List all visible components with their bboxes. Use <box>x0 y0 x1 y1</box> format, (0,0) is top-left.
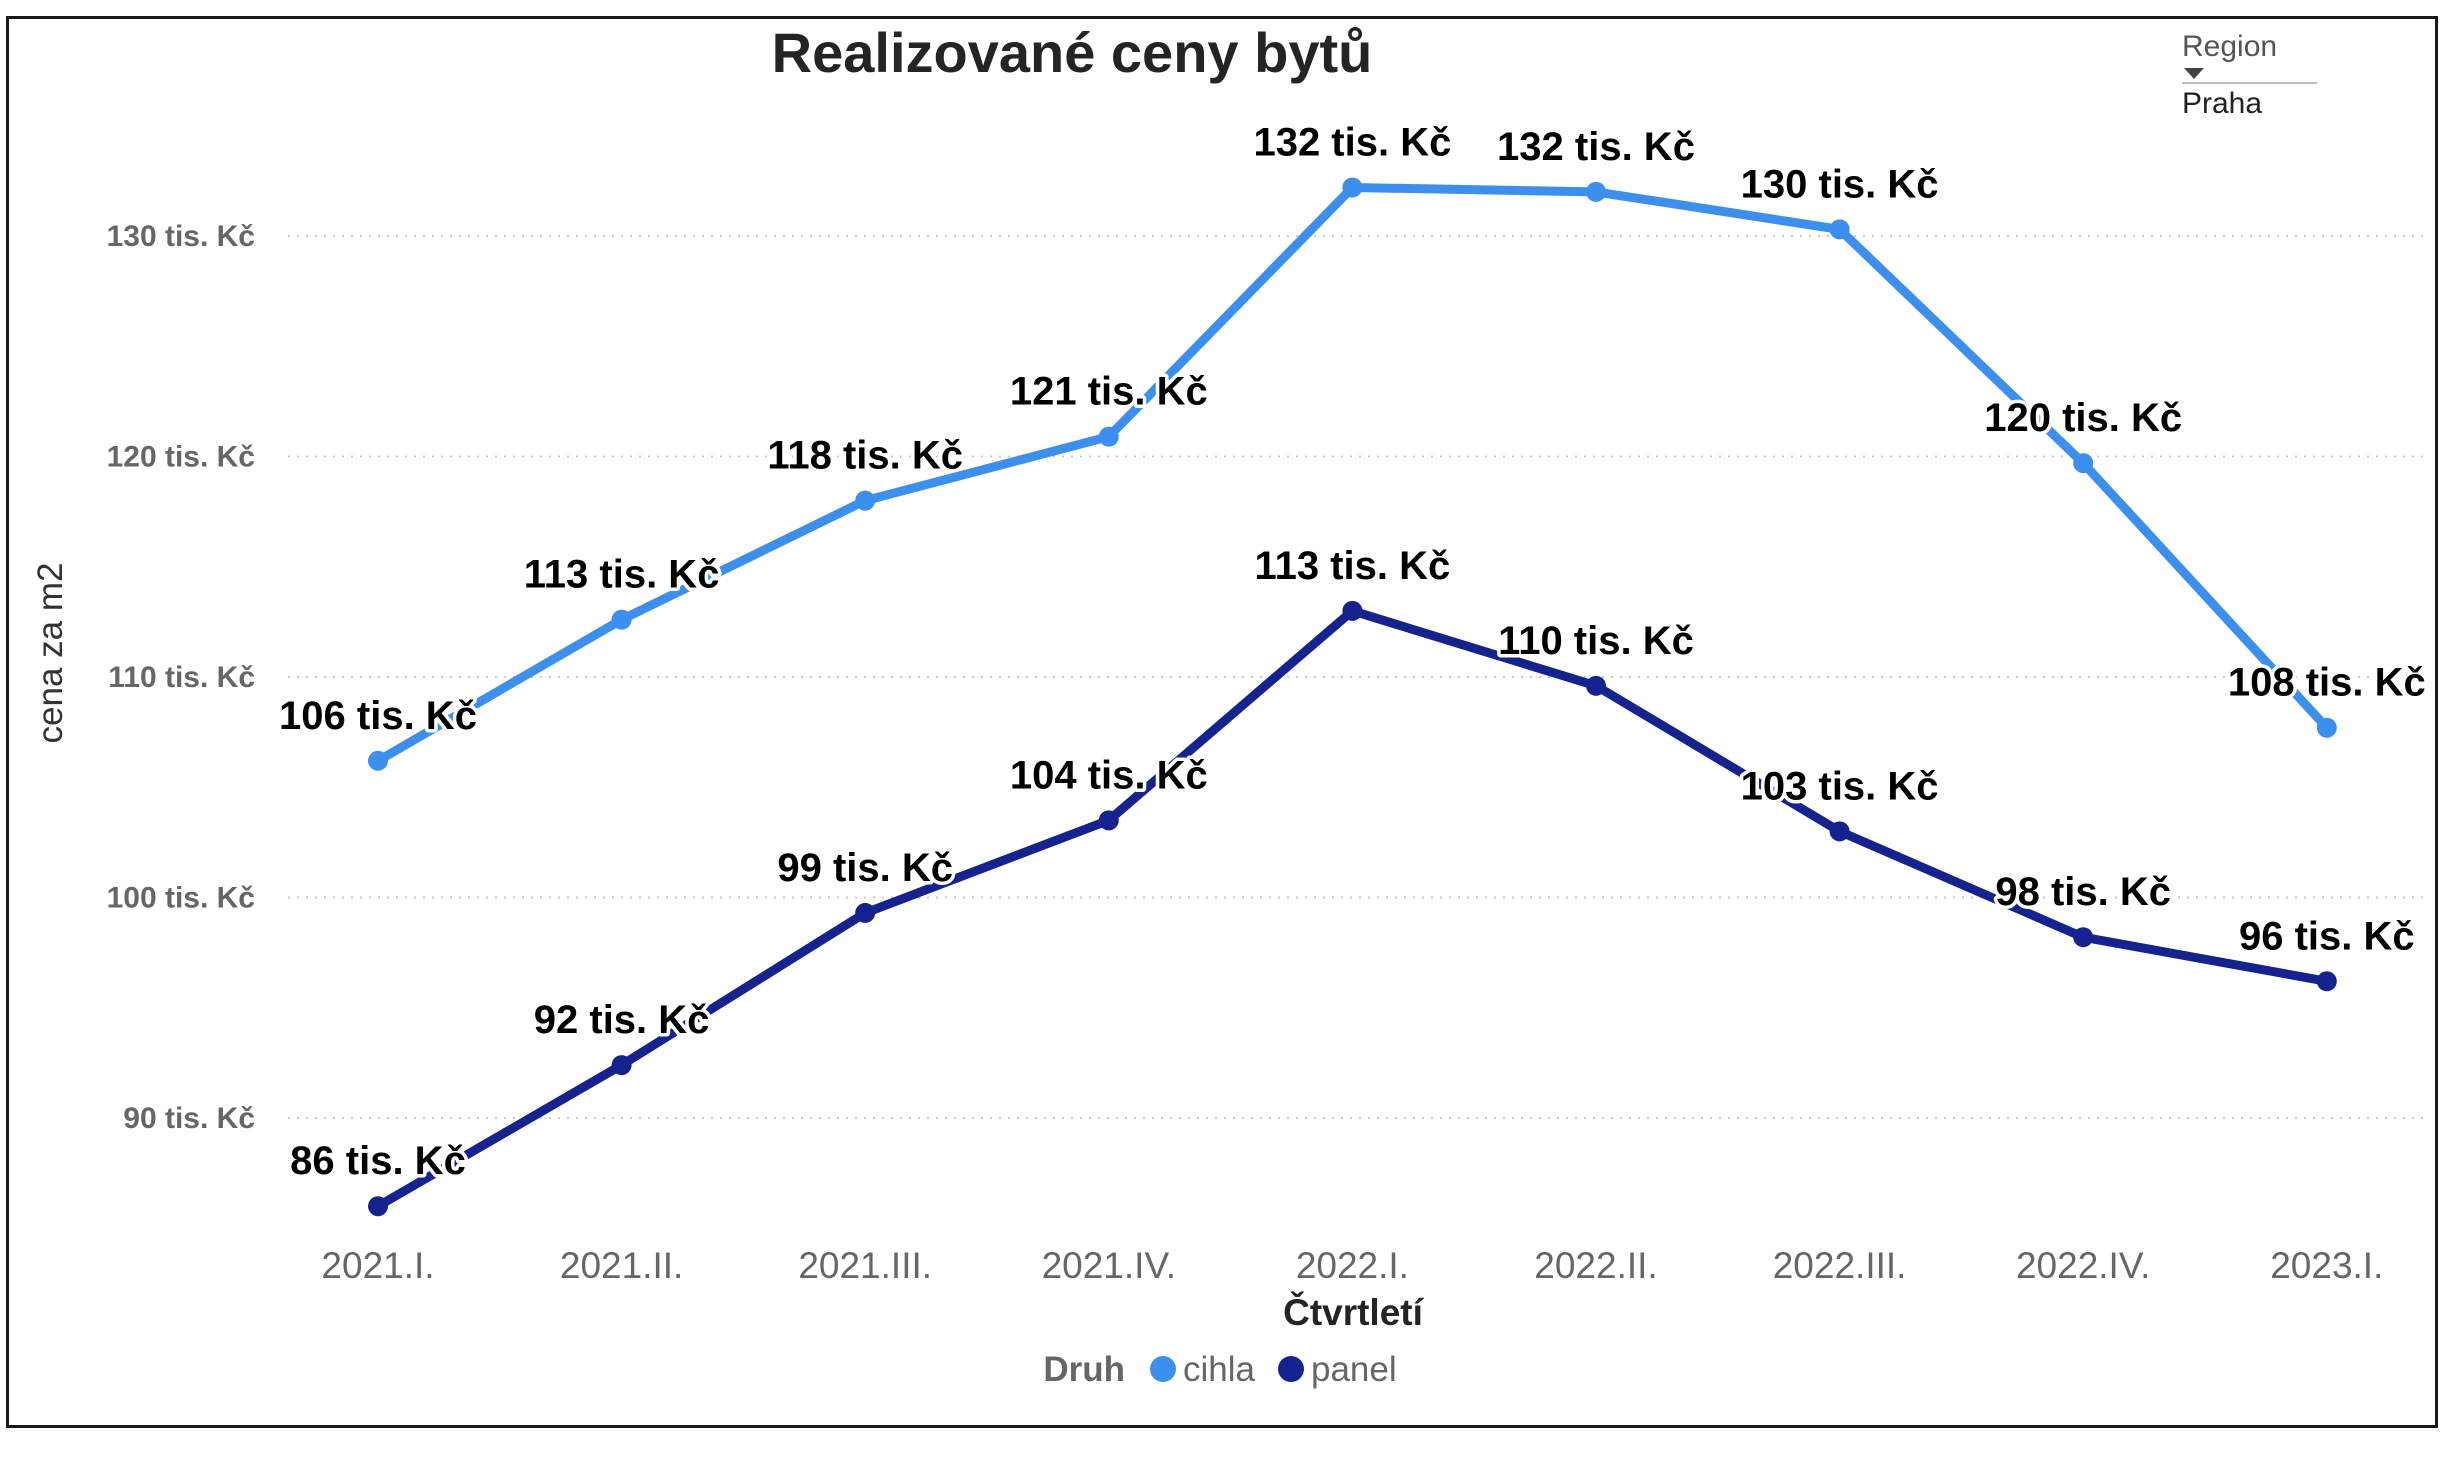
data-point-cihla <box>2073 453 2094 474</box>
data-point-panel <box>611 1055 632 1076</box>
x-tick-label: 2022.II. <box>1534 1245 1657 1286</box>
data-label-cihla: 106 tis. Kč <box>279 694 477 738</box>
data-label-panel: 99 tis. Kč <box>777 846 953 890</box>
data-label-cihla: 120 tis. Kč <box>1984 396 2182 440</box>
data-point-panel <box>1098 810 1119 831</box>
data-label-cihla: 108 tis. Kč <box>2228 661 2426 705</box>
x-tick-label: 2021.III. <box>798 1245 932 1286</box>
region-slicer[interactable]: Region Praha <box>2182 30 2322 122</box>
data-point-panel <box>1586 675 1606 696</box>
data-point-panel <box>1829 821 1850 842</box>
legend-title: Druh <box>1043 1350 1125 1389</box>
y-axis-label: cena za m2 <box>31 563 70 744</box>
data-label-panel: 113 tis. Kč <box>1255 544 1451 588</box>
legend-marker-cihla <box>1150 1356 1176 1382</box>
chart-title: Realizované ceny bytů <box>772 21 1373 84</box>
data-label-panel: 96 tis. Kč <box>2239 914 2415 958</box>
data-point-panel <box>855 902 876 923</box>
data-label-panel: 104 tis. Kč <box>1010 753 1208 797</box>
y-tick-label: 90 tis. Kč <box>123 1102 255 1135</box>
x-tick-label: 2022.IV. <box>2016 1245 2150 1286</box>
data-label-cihla: 121 tis. Kč <box>1010 370 1208 414</box>
y-tick-label: 120 tis. Kč <box>107 441 255 474</box>
y-tick-label: 110 tis. Kč <box>108 661 255 694</box>
legend-label-cihla: cihla <box>1183 1350 1256 1389</box>
legend-label-panel: panel <box>1311 1350 1397 1389</box>
data-point-cihla <box>611 609 632 630</box>
data-point-cihla <box>1586 181 1606 202</box>
data-label-cihla: 130 tis. Kč <box>1741 162 1939 206</box>
data-point-panel <box>2073 927 2094 948</box>
slicer-underline <box>2182 82 2317 84</box>
slicer-label: Region <box>2182 30 2278 63</box>
data-label-panel: 103 tis. Kč <box>1741 764 1939 808</box>
data-label-panel: 92 tis. Kč <box>534 998 710 1042</box>
x-tick-label: 2023.I. <box>2270 1245 2383 1286</box>
series-line-cihla <box>373 182 2332 766</box>
data-point-cihla <box>1829 219 1850 240</box>
data-point-panel <box>1342 600 1363 621</box>
x-axis-label: Čtvrtletí <box>1283 1291 1425 1333</box>
x-tick-label: 2022.III. <box>1773 1245 1907 1286</box>
y-tick-label: 130 tis. Kč <box>107 220 255 253</box>
data-label-cihla: 113 tis. Kč <box>524 553 720 597</box>
x-tick-label: 2021.II. <box>560 1245 683 1286</box>
x-tick-label: 2021.I. <box>321 1245 434 1286</box>
data-label-panel: 110 tis. Kč <box>1498 619 1694 663</box>
data-point-cihla <box>2316 717 2337 738</box>
x-tick-label: 2022.I. <box>1296 1245 1409 1286</box>
data-point-cihla <box>1098 426 1119 447</box>
data-label-panel: 98 tis. Kč <box>1995 870 2171 914</box>
data-point-cihla <box>855 490 876 511</box>
y-tick-label: 100 tis. Kč <box>107 882 255 915</box>
data-point-cihla <box>368 750 388 771</box>
x-tick-label: 2021.IV. <box>1042 1245 1176 1286</box>
slicer-selected-value[interactable]: Praha <box>2182 87 2263 120</box>
data-point-cihla <box>1342 177 1363 198</box>
data-label-cihla: 132 tis. Kč <box>1497 125 1695 169</box>
data-point-panel <box>2316 971 2337 992</box>
data-label-cihla: 118 tis. Kč <box>767 434 963 478</box>
chevron-down-icon[interactable] <box>2184 68 2204 79</box>
legend-marker-panel <box>1278 1356 1304 1382</box>
data-point-panel <box>368 1196 388 1217</box>
data-label-cihla: 132 tis. Kč <box>1253 120 1451 164</box>
data-label-panel: 86 tis. Kč <box>290 1139 466 1183</box>
